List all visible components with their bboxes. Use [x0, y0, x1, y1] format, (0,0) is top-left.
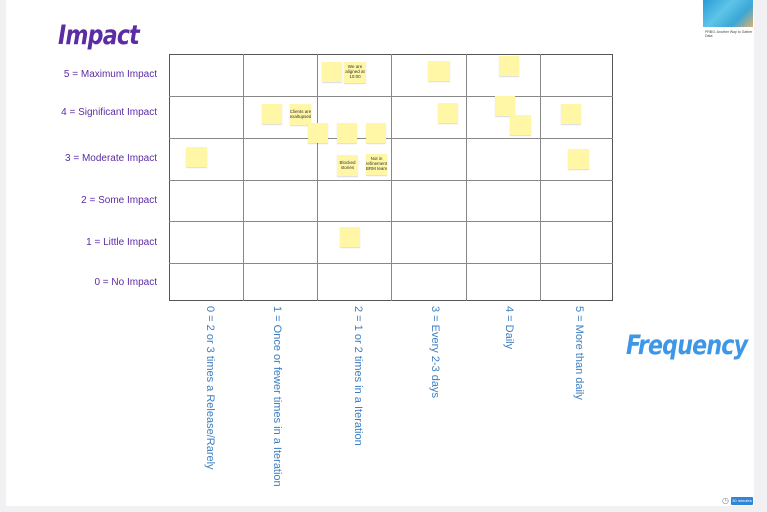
sticky-note[interactable] [366, 123, 386, 143]
sticky-note[interactable] [337, 123, 357, 143]
timer-icon: ◷ [722, 496, 729, 505]
sticky-note[interactable] [308, 123, 328, 143]
impact-level-label: 2 = Some Impact [81, 195, 157, 206]
frequency-level-label: 0 = 2 or 3 times a Release/Rarely [204, 306, 216, 470]
frequency-level-label: 1 = Once or fewer times in a Iteration [271, 306, 283, 487]
sticky-note[interactable] [322, 62, 342, 82]
sticky-note[interactable] [340, 227, 360, 247]
sticky-note[interactable]: Blocked stories [337, 155, 358, 176]
sticky-note[interactable] [510, 115, 531, 135]
linked-board-thumbnail[interactable] [703, 0, 753, 27]
grid-column-divider [391, 54, 392, 301]
sticky-note[interactable] [186, 147, 207, 167]
sticky-note[interactable] [561, 104, 581, 124]
grid-row-divider [169, 180, 613, 181]
sticky-note[interactable] [428, 61, 450, 81]
impact-level-label: 5 = Maximum Impact [63, 69, 157, 80]
sticky-note[interactable] [568, 149, 589, 169]
impact-axis-title: Impact [58, 20, 140, 51]
frequency-level-label: 4 = Daily [503, 306, 515, 350]
sticky-note[interactable] [499, 56, 519, 76]
grid-row-divider [169, 221, 613, 222]
sticky-note[interactable] [438, 103, 458, 123]
whiteboard-canvas[interactable] [6, 0, 754, 506]
impact-level-label: 4 = Significant Impact [61, 107, 157, 118]
grid-row-divider [169, 138, 613, 139]
grid-column-divider [540, 54, 541, 301]
grid-column-divider [317, 54, 318, 301]
linked-board-title[interactable]: PRBG: Another Way to Gather Data [705, 30, 753, 39]
grid-row-divider [169, 96, 613, 97]
impact-level-label: 3 = Moderate Impact [65, 153, 157, 164]
grid-column-divider [466, 54, 467, 301]
timer-badge[interactable]: 30 minutes [731, 497, 753, 505]
sticky-note[interactable]: Clients are exaltupsed [290, 104, 311, 125]
impact-level-label: 1 = Little Impact [86, 237, 157, 248]
impact-level-label: 0 = No Impact [94, 277, 157, 288]
grid-column-divider [243, 54, 244, 301]
frequency-level-label: 2 = 1 or 2 times in a Iteration [352, 306, 364, 446]
sticky-note[interactable]: Not in refinement BRM team [366, 154, 387, 175]
sticky-note[interactable]: We are aligned at 10:00 [344, 62, 366, 83]
frequency-level-label: 5 = More than daily [573, 306, 585, 400]
grid-row-divider [169, 263, 613, 264]
frequency-level-label: 3 = Every 2-3 days [429, 306, 441, 399]
sticky-note[interactable] [262, 104, 282, 124]
sticky-note[interactable] [495, 96, 515, 116]
frequency-axis-title: Frequency [626, 330, 748, 361]
